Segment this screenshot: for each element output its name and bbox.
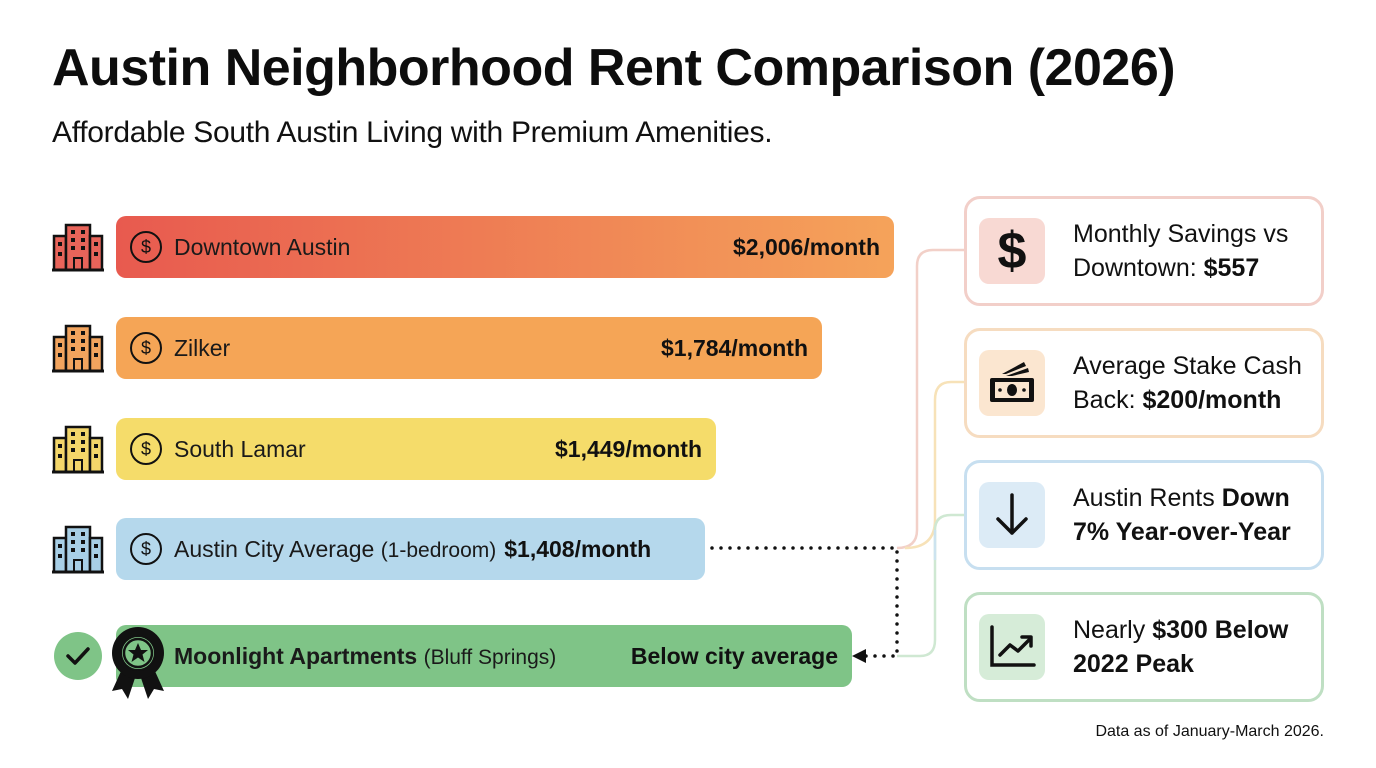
dollar-circle-icon: $ (130, 332, 162, 364)
dollar-circle-icon: $ (130, 433, 162, 465)
stat-card-rents-down: Austin Rents Down 7% Year-over-Year (964, 460, 1324, 570)
bar-label: Zilker (174, 334, 231, 361)
bar-value: $1,449/month (555, 435, 702, 462)
dollar-circle-icon: $ (130, 533, 162, 565)
rent-bar-zilker: $ Zilker $1,784/month (116, 317, 822, 379)
award-badge-icon (112, 627, 164, 699)
check-circle-icon (54, 632, 102, 680)
rent-bar-downtown: $ Downtown Austin $2,006/month (116, 216, 894, 278)
bar-value: $1,784/month (661, 334, 808, 361)
bar-label-sub: (Bluff Springs) (423, 645, 557, 669)
bar-value: $1,408/month (504, 535, 652, 562)
dollar-circle-icon: $ (130, 231, 162, 263)
rent-bar-moonlight: Moonlight Apartments (Bluff Springs) Bel… (116, 625, 852, 687)
footnote: Data as of January-March 2026. (1095, 723, 1324, 740)
bar-label-main: Moonlight Apartments (174, 642, 418, 669)
bar-label: Moonlight Apartments (Bluff Springs) (174, 643, 556, 670)
card-text: Nearly $300 Below 2022 Peak (1073, 616, 1289, 678)
bar-value: $2,006/month (733, 233, 880, 260)
bar-label-main: Austin City Average (174, 535, 375, 562)
bar-label: Downtown Austin (174, 233, 351, 260)
rent-bar-south-lamar: $ South Lamar $1,449/month (116, 418, 716, 480)
bar-value: Below city average (630, 642, 838, 669)
building-icon (52, 324, 104, 373)
bar-label: South Lamar (174, 435, 306, 462)
building-icon (52, 525, 104, 574)
rent-bar-city-average: $ Austin City Average (1-bedroom) $1,408… (116, 518, 705, 580)
building-icon (52, 425, 104, 474)
card-text: Average Stake Cash Back: $200/month (1073, 352, 1302, 414)
arrow-head-icon (852, 649, 866, 663)
bar-label-sub: (1-bedroom) (380, 538, 497, 562)
page-subtitle: Affordable South Austin Living with Prem… (52, 116, 773, 149)
page-title: Austin Neighborhood Rent Comparison (202… (52, 39, 1176, 97)
trend-chart-icon (979, 614, 1045, 680)
bar-label: Austin City Average (1-bedroom) (174, 536, 496, 563)
stat-card-cashback: Average Stake Cash Back: $200/month (964, 328, 1324, 438)
cash-icon (979, 350, 1045, 416)
building-icon (52, 223, 104, 272)
dollar-icon: $ (979, 218, 1045, 284)
arrow-down-icon (979, 482, 1045, 548)
stat-card-peak: Nearly $300 Below 2022 Peak (964, 592, 1324, 702)
stat-card-savings: $ Monthly Savings vs Downtown: $557 (964, 196, 1324, 306)
card-text: Austin Rents Down 7% Year-over-Year (1073, 484, 1291, 546)
card-text: Monthly Savings vs Downtown: $557 (1073, 220, 1289, 282)
